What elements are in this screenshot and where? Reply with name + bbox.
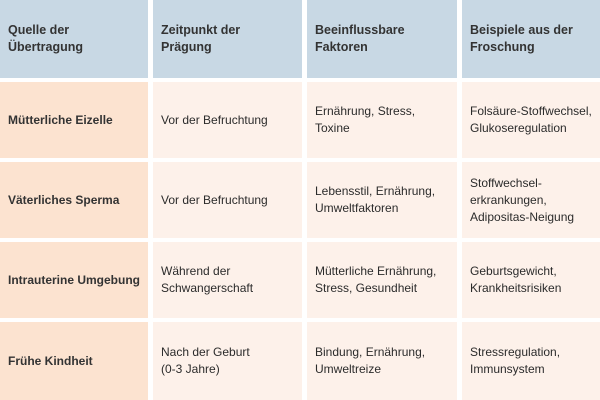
table-cell: Mütterliche Ernährung, Stress, Gesundhei… [307, 242, 457, 318]
table-cell: Lebensstil, Ernährung, Umweltfaktoren [307, 162, 457, 238]
table-cell: Vor der Befruchtung [153, 82, 302, 158]
table-cell: Nach der Geburt (0-3 Jahre) [153, 322, 302, 400]
table-cell: Stressregulation, Immunsystem [462, 322, 600, 400]
table-cell: Ernährung, Stress, Toxine [307, 82, 457, 158]
row-label: Mütterliche Eizelle [0, 82, 148, 158]
table-cell: Während der Schwangerschaft [153, 242, 302, 318]
header-cell: Beispiele aus der Froschung [462, 0, 600, 78]
table-cell: Vor der Befruchtung [153, 162, 302, 238]
row-label: Frühe Kindheit [0, 322, 148, 400]
header-cell: Quelle der Übertragung [0, 0, 148, 78]
row-label: Intrauterine Umgebung [0, 242, 148, 318]
row-label: Väterliches Sperma [0, 162, 148, 238]
header-cell: Beeinflussbare Faktoren [307, 0, 457, 78]
table-cell: Bindung, Ernährung, Umweltreize [307, 322, 457, 400]
table-cell: Folsäure-Stoffwechsel, Glukoseregulation [462, 82, 600, 158]
header-cell: Zeitpunkt der Prägung [153, 0, 302, 78]
table-cell: Geburtsgewicht, Krankheitsrisiken [462, 242, 600, 318]
table-cell: Stoffwechsel- erkrankungen, Adipositas-N… [462, 162, 600, 238]
